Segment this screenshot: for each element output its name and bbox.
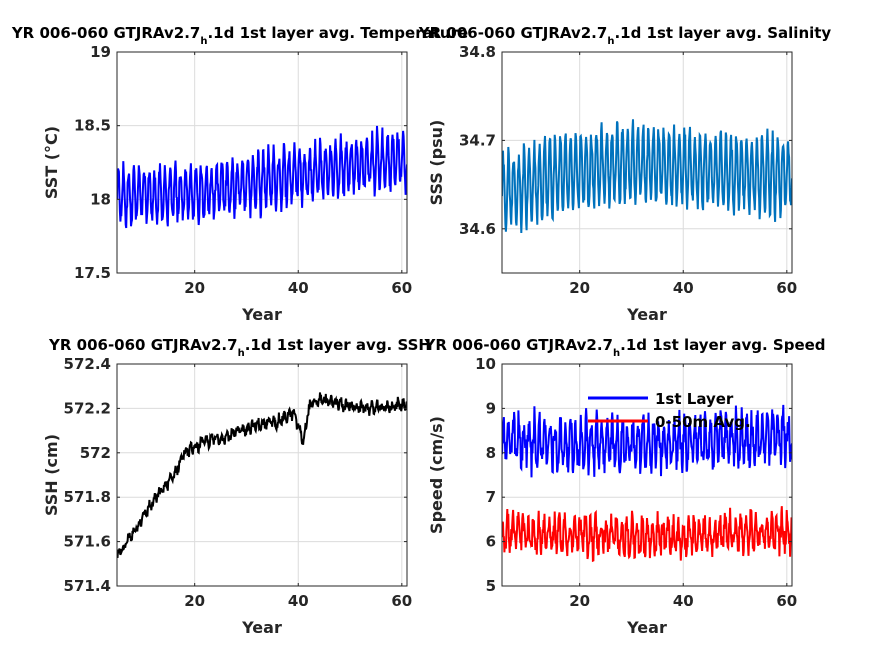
y-tick-label: 18 — [90, 190, 111, 208]
series-line-1st-layer — [502, 404, 792, 478]
chart-panel-2: 20 40 60 34.6 34.7 34.8 Year SSS (psu) YR 006-06… — [418, 24, 832, 324]
y-tick-label: 572 — [80, 444, 111, 462]
y-tick-label: 571.4 — [64, 577, 111, 595]
y-tick-label: 7 — [486, 488, 496, 506]
chart-title: YR 006-060 GTJRAv2.7h.1d 1st layer avg. … — [423, 336, 825, 359]
y-tick-label: 17.5 — [74, 264, 111, 282]
y-tick-label: 34.6 — [459, 220, 496, 238]
x-tick-label: 20 — [184, 279, 205, 297]
y-tick-label: 34.7 — [459, 131, 496, 149]
y-tick-label: 10 — [475, 355, 496, 373]
chart-title: YR 006-060 GTJRAv2.7h.1d 1st layer avg. … — [418, 24, 832, 47]
chart-panel-3: 20 40 60 571.4 571.6 571.8 572 572.2 572.4 Year SS… — [42, 336, 431, 637]
x-tick-label: 40 — [673, 279, 694, 297]
y-axis-label: SST (°C) — [42, 126, 61, 199]
y-tick-label: 9 — [486, 399, 496, 417]
x-axis-label: Year — [241, 618, 282, 637]
series-line-0-50m-avg- — [502, 506, 792, 563]
y-tick-label: 5 — [486, 577, 496, 595]
y-tick-label: 571.6 — [64, 533, 111, 551]
y-tick-label: 571.8 — [64, 488, 111, 506]
y-tick-label: 572.4 — [64, 355, 111, 373]
x-tick-label: 20 — [569, 279, 590, 297]
chart-panel-1: 20 40 60 17.5 18 18.5 19 Year SST (°C) YR 006-060… — [11, 24, 468, 324]
x-tick-label: 40 — [673, 592, 694, 610]
y-tick-label: 18.5 — [74, 117, 111, 135]
x-axis-label: Year — [241, 305, 282, 324]
y-tick-label: 34.8 — [459, 43, 496, 61]
legend-label: 1st Layer — [655, 390, 734, 408]
x-tick-label: 60 — [776, 592, 797, 610]
series-line-3 — [117, 392, 407, 558]
y-axis-label: SSS (psu) — [427, 120, 446, 206]
x-tick-label: 40 — [288, 592, 309, 610]
legend: 1st Layer 0-50m Avg. — [588, 390, 751, 431]
axes-box — [116, 51, 408, 274]
axes-box — [116, 363, 408, 587]
series-line-2 — [502, 119, 792, 234]
chart-title: YR 006-060 GTJRAv2.7h.1d 1st layer avg. … — [48, 336, 431, 359]
legend-label: 0-50m Avg. — [655, 413, 751, 431]
y-tick-label: 8 — [486, 444, 496, 462]
x-tick-label: 60 — [776, 279, 797, 297]
plot-area — [117, 364, 407, 586]
series-line-1 — [117, 125, 407, 229]
x-tick-label: 40 — [288, 279, 309, 297]
axes-box — [501, 51, 793, 274]
axes-box — [501, 363, 793, 587]
x-axis-label: Year — [626, 305, 667, 324]
y-axis-label: SSH (cm) — [42, 434, 61, 516]
x-tick-label: 20 — [184, 592, 205, 610]
y-tick-label: 19 — [90, 43, 111, 61]
y-tick-label: 6 — [486, 533, 496, 551]
chart-panel-4: 20 40 60 5 6 7 8 9 10 Year Speed (cm/s) YR 006-060 … — [423, 336, 825, 637]
x-tick-label: 20 — [569, 592, 590, 610]
y-tick-label: 572.2 — [64, 399, 111, 417]
x-axis-label: Year — [626, 618, 667, 637]
y-axis-label: Speed (cm/s) — [427, 416, 446, 534]
x-tick-label: 60 — [391, 592, 412, 610]
chart-title: YR 006-060 GTJRAv2.7h.1d 1st layer avg. … — [11, 24, 468, 47]
x-tick-label: 60 — [391, 279, 412, 297]
